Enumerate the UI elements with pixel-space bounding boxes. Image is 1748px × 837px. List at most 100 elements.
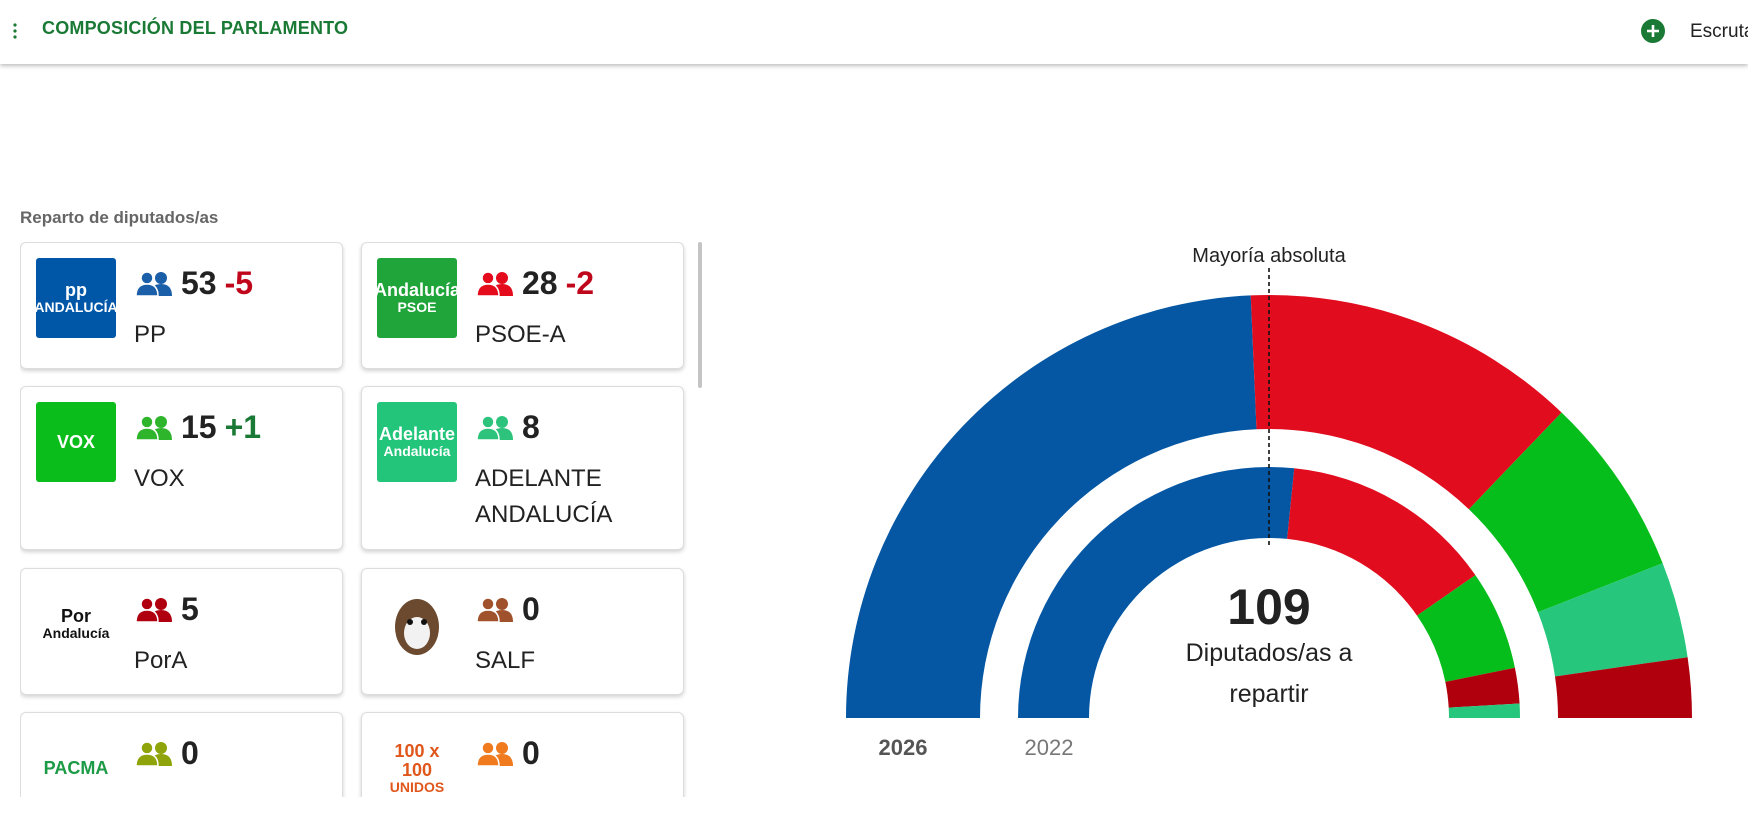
seats: 0 — [181, 735, 199, 772]
logo-text: Por — [60, 606, 91, 627]
seat-count: 8 — [522, 409, 540, 445]
party-list: pp ANDALUCÍA 53 -5 PP Andalucía PSOE 28 -2 PSOE-A… — [20, 242, 710, 797]
logo-text: Andalucía — [42, 625, 110, 642]
icon-head — [481, 415, 495, 429]
seat-count: 0 — [181, 735, 199, 771]
icon-body — [476, 283, 500, 297]
icon-head — [481, 271, 495, 285]
seats: 28 -2 — [522, 265, 594, 302]
party-logo — [377, 584, 457, 664]
icon-body — [476, 753, 500, 767]
seat-segment — [846, 295, 1257, 718]
icon-body — [135, 609, 159, 623]
seat-segment — [1287, 468, 1476, 616]
icon-head — [496, 416, 508, 428]
icon-head — [481, 741, 495, 755]
total-seats: 109 — [1227, 579, 1310, 635]
logo-text: UNIDOS — [389, 778, 445, 795]
party-logo: 100 x 100 UNIDOS — [377, 728, 457, 797]
icon-head — [496, 742, 508, 754]
section-label: Reparto de diputados/as — [20, 208, 219, 227]
seat-segment — [1018, 467, 1295, 718]
seats-icon — [135, 741, 172, 767]
seats: 53 -5 — [181, 265, 253, 302]
seats-icon — [135, 415, 172, 441]
seat-count: 53 — [181, 265, 217, 301]
seat-count: 5 — [181, 591, 199, 627]
party-logo: pp ANDALUCÍA — [34, 258, 118, 338]
seat-change: +1 — [224, 409, 262, 445]
seat-segment — [1448, 703, 1520, 718]
scrollbar[interactable] — [698, 242, 702, 388]
icon-head — [155, 598, 167, 610]
icon-head — [496, 272, 508, 284]
icon-head — [140, 271, 154, 285]
icon-head — [155, 272, 167, 284]
party-name: VOX — [134, 465, 185, 492]
icon-head — [140, 597, 154, 611]
party-card[interactable]: VOX 15 +1 VOX — [20, 386, 343, 550]
icon-body — [135, 283, 159, 297]
seats: 15 +1 — [181, 409, 261, 446]
logo-text: VOX — [56, 431, 95, 452]
logo-text: 100 x 100 — [394, 740, 440, 780]
party-name: PorA — [134, 647, 188, 674]
seat-count: 15 — [181, 409, 217, 445]
icon-body — [135, 427, 159, 441]
logo-text: PACMA — [43, 757, 109, 778]
party-card[interactable]: Andalucía PSOE 28 -2 PSOE-A — [361, 242, 684, 369]
seat-segment — [1250, 295, 1562, 510]
party-logo: PACMA — [36, 728, 116, 797]
party-logo: VOX — [36, 402, 116, 482]
total-label: Diputados/as a repartir — [1185, 639, 1353, 708]
icon-head — [155, 742, 167, 754]
seats-icon — [135, 597, 172, 623]
seat-count: 0 — [522, 591, 540, 627]
seat-segment — [1555, 657, 1692, 718]
seat-count: 28 — [522, 265, 558, 301]
top-bar: COMPOSICIÓN DEL PARLAMENTO Escruta — [0, 0, 1748, 64]
party-card[interactable]: Adelante Andalucía 8 ADELANTE ANDALUCÍA — [361, 386, 684, 550]
party-logo: Adelante Andalucía — [377, 402, 457, 482]
year-label: 2026 — [879, 735, 928, 760]
party-name: PSOE-A — [475, 321, 566, 348]
party-card[interactable]: 100 x 100 UNIDOS 0 — [361, 712, 684, 797]
add-icon[interactable] — [1640, 18, 1666, 44]
seats-icon — [476, 597, 513, 623]
icon-body — [476, 609, 500, 623]
seat-segment — [1468, 412, 1663, 613]
logo-shape — [421, 619, 427, 625]
menu-icon[interactable] — [13, 22, 17, 40]
total-label-box: Diputados/as a repartir — [1185, 639, 1353, 708]
party-name: ADELANTE ANDALUCÍA — [475, 465, 613, 528]
logo-text: PSOE — [397, 299, 437, 316]
icon-head — [140, 741, 154, 755]
logo-shape — [407, 619, 413, 625]
year-label: 2022 — [1025, 735, 1074, 760]
page-title: COMPOSICIÓN DEL PARLAMENTO — [42, 18, 349, 38]
logo-shape — [404, 617, 430, 649]
seats: 5 — [181, 591, 199, 628]
party-name: PP — [134, 321, 167, 348]
party-logo: Andalucía PSOE — [373, 258, 461, 338]
logo-image — [395, 599, 439, 655]
logo-text: Adelante — [378, 424, 456, 445]
tab-link[interactable]: Escruta — [1690, 21, 1748, 42]
icon-body — [135, 753, 159, 767]
seat-count: 0 — [522, 735, 540, 771]
party-name: SALF — [475, 647, 536, 674]
icon-body — [476, 427, 500, 441]
party-logo: Por Andalucía — [36, 584, 116, 664]
party-card[interactable]: pp ANDALUCÍA 53 -5 PP — [20, 242, 343, 369]
seats: 8 — [522, 409, 540, 446]
party-card[interactable]: PACMA 0 — [20, 712, 343, 797]
party-card[interactable]: Por Andalucía 5 PorA — [20, 568, 343, 695]
icon-head — [140, 415, 154, 429]
seats-icon — [476, 741, 513, 767]
icon-head — [481, 597, 495, 611]
party-card[interactable]: 0 SALF — [361, 568, 684, 695]
seats-icon — [476, 271, 513, 297]
majority-label: Mayoría absoluta — [1192, 245, 1346, 267]
logo-text: Andalucía — [373, 280, 461, 301]
